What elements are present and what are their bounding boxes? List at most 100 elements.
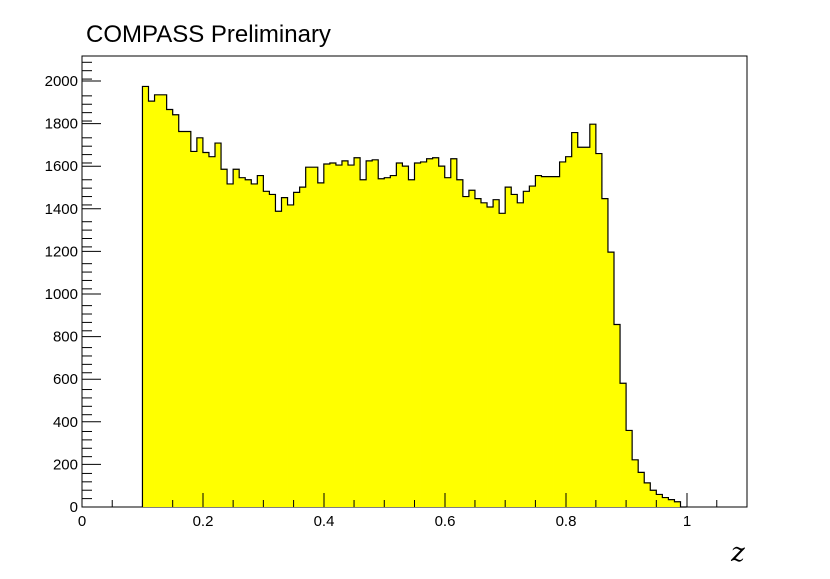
histogram-bin — [305, 167, 313, 507]
y-tick-label: 1400 — [45, 201, 78, 218]
histogram-bin — [366, 160, 373, 507]
y-tick: 2000 — [45, 73, 101, 90]
histogram-bin — [142, 86, 149, 507]
histogram-bin — [462, 196, 470, 507]
histogram-bin — [432, 157, 440, 507]
histogram-bin — [208, 156, 216, 508]
x-tick: 0.4 — [314, 493, 335, 530]
histogram-bin — [239, 177, 246, 508]
histogram-bin — [184, 131, 192, 507]
histogram-bin — [559, 161, 567, 507]
histogram-bin — [577, 147, 585, 507]
y-tick-label: 1200 — [45, 243, 78, 260]
histogram-bin — [535, 175, 542, 507]
histogram-bin — [553, 176, 560, 507]
y-tick: 1400 — [45, 201, 101, 218]
y-tick-label: 1000 — [45, 286, 78, 303]
histogram-bin — [620, 383, 627, 507]
x-tick-label: 0 — [78, 513, 86, 530]
histogram-bin — [196, 137, 204, 507]
histogram-bin — [287, 204, 294, 508]
histogram-bin — [172, 114, 180, 507]
histogram-bin — [438, 166, 446, 507]
histogram-bin — [402, 166, 409, 507]
histogram-bin — [251, 183, 258, 508]
y-tick: 600 — [53, 371, 101, 388]
histogram-bin — [595, 153, 603, 507]
x-tick-label: 0.8 — [556, 513, 577, 530]
histogram-bin — [668, 499, 675, 507]
histogram-bin — [674, 501, 681, 507]
histogram-bin — [202, 152, 210, 507]
histogram-bin — [335, 165, 343, 507]
x-tick-label: 0.6 — [435, 513, 456, 530]
histogram-bin — [269, 194, 276, 507]
y-tick-label: 600 — [53, 371, 78, 388]
y-axis: 0 200 400 600 800 1000 1200 1400 1600 18… — [45, 73, 101, 516]
y-tick-label: 400 — [53, 414, 78, 431]
x-tick: 0.6 — [435, 493, 456, 530]
histogram-bin — [323, 164, 331, 508]
x-tick-label: 0.4 — [314, 513, 335, 530]
histogram-bin — [450, 158, 458, 507]
histogram-bin — [341, 160, 349, 507]
x-axis: 0 0.2 0.4 0.6 0.8 1 — [78, 493, 691, 530]
histogram-bin — [481, 202, 488, 507]
x-axis-label: z — [730, 538, 745, 568]
histogram-bin — [656, 494, 663, 507]
histogram-bin — [444, 177, 452, 508]
histogram-bin — [523, 191, 530, 508]
histogram-bin — [487, 207, 494, 507]
histogram-bin — [505, 187, 512, 507]
histogram-bin — [190, 151, 198, 507]
histogram-bin — [632, 459, 639, 507]
histogram-bin — [178, 131, 186, 507]
y-tick-label: 2000 — [45, 73, 78, 90]
histogram-bin — [166, 109, 174, 508]
histogram-bin — [493, 199, 500, 507]
histogram-bin — [160, 94, 168, 507]
y-tick: 1800 — [45, 116, 101, 133]
y-axis-minor-ticks — [82, 61, 92, 500]
histogram-bin — [329, 162, 337, 508]
histogram-bins — [142, 86, 681, 508]
histogram-bin — [154, 94, 161, 507]
y-tick: 0 — [70, 499, 101, 516]
histogram-bin — [384, 177, 391, 508]
histogram-bin — [281, 197, 288, 507]
histogram-bin — [638, 472, 645, 507]
y-tick: 1000 — [45, 286, 101, 303]
y-tick-label: 800 — [53, 329, 78, 346]
histogram-bin — [583, 147, 591, 507]
histogram-bin — [245, 179, 252, 507]
x-tick: 1 — [683, 493, 691, 530]
y-tick-label: 1800 — [45, 116, 78, 133]
histogram-bin — [571, 132, 579, 507]
histogram-bin — [263, 191, 270, 508]
x-tick-label: 1 — [683, 513, 691, 530]
histogram-bin — [299, 187, 307, 507]
histogram-bin — [547, 176, 554, 507]
y-tick-label: 1600 — [45, 158, 78, 175]
histogram-bin — [644, 482, 651, 507]
histogram-bin — [378, 178, 385, 507]
histogram-bin — [257, 175, 264, 507]
histogram-bin — [499, 213, 506, 508]
y-tick-label: 200 — [53, 456, 78, 473]
histogram-bin — [468, 190, 476, 507]
x-axis-minor-ticks — [111, 500, 718, 507]
histogram-bin — [148, 101, 155, 507]
histogram-bin — [293, 192, 301, 508]
y-tick: 400 — [53, 414, 101, 431]
y-tick: 1600 — [45, 158, 101, 175]
histogram-bin — [233, 169, 240, 507]
x-tick: 0.8 — [556, 493, 577, 530]
y-tick-label: 0 — [70, 499, 78, 516]
histogram-bin — [390, 175, 397, 507]
histogram-bin — [426, 158, 434, 507]
histogram-bin — [626, 430, 633, 507]
histogram-bin — [601, 198, 609, 508]
histogram-bin — [354, 157, 361, 507]
x-tick: 0.2 — [193, 493, 213, 530]
